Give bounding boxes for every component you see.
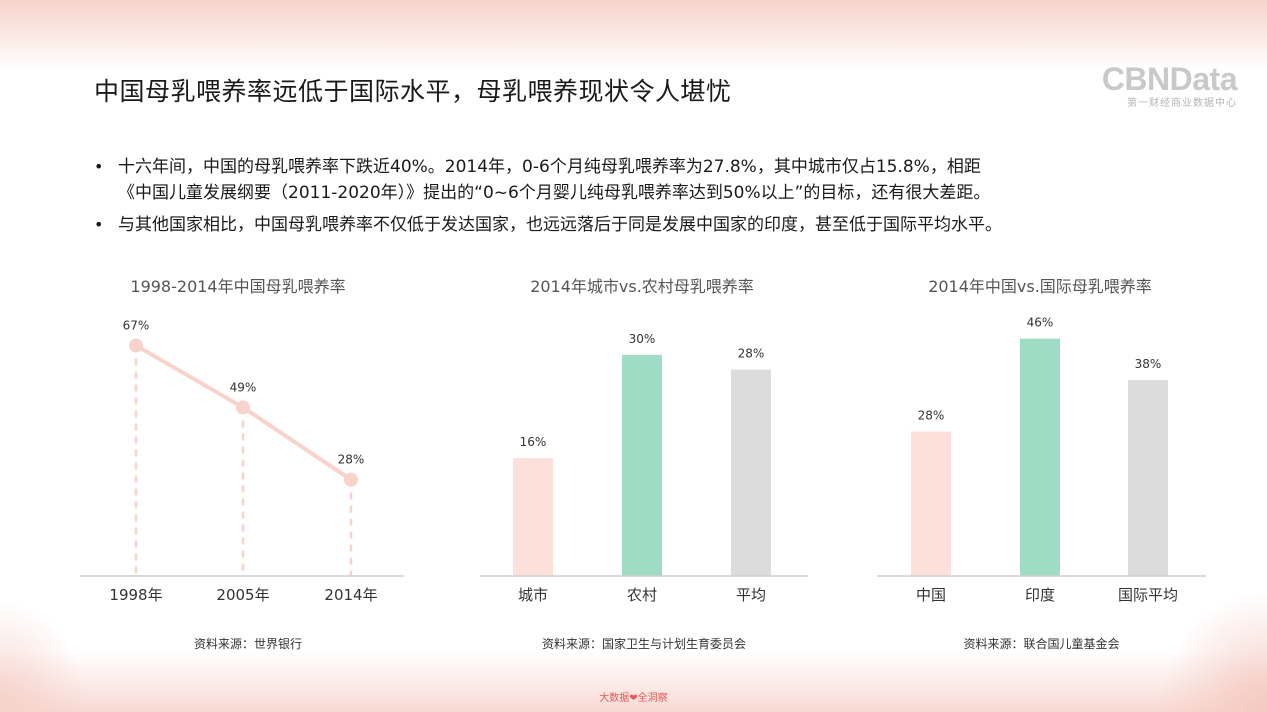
bar <box>1128 379 1168 576</box>
x-tick-label: 中国 <box>916 586 946 604</box>
bullet-text-line: 与其他国家相比，中国母乳喂养率不仅低于发达国家，也远远落后于同是发展中国家的印度… <box>118 215 1002 235</box>
bullet-dot-icon: • <box>94 157 104 176</box>
data-label: 46% <box>1027 316 1054 330</box>
corner-decoration-right <box>1157 590 1267 712</box>
footer-brand: 大数据❤全洞察 <box>599 693 668 704</box>
logo-wordmark: CBNData <box>1101 61 1238 97</box>
header-decoration <box>0 0 1267 70</box>
x-tick-label: 印度 <box>1025 586 1055 604</box>
chart-title: 2014年城市vs.农村母乳喂养率 <box>530 277 754 296</box>
x-tick-label: 平均 <box>736 586 766 604</box>
data-label: 67% <box>123 319 150 333</box>
bullet-item: • 十六年间，中国的母乳喂养率下跌近40%。2014年，0-6个月纯母乳喂养率为… <box>92 154 1242 206</box>
bullet-text-line: 十六年间，中国的母乳喂养率下跌近40%。2014年，0-6个月纯母乳喂养率为27… <box>118 157 981 177</box>
chart-source: 资料来源：世界银行 <box>194 637 302 651</box>
cbndata-logo: CBNData 第一财经商业数据中心 <box>1101 61 1238 109</box>
x-tick-label: 农村 <box>627 586 657 604</box>
chart-title: 2014年中国vs.国际母乳喂养率 <box>928 277 1152 296</box>
footer-decoration <box>0 652 1267 712</box>
summary-bullets: • 十六年间，中国的母乳喂养率下跌近40%。2014年，0-6个月纯母乳喂养率为… <box>92 154 1242 244</box>
bullet-text-line: 《中国儿童发展纲要（2011-2020年）》提出的“0~6个月婴儿纯母乳喂养率达… <box>118 183 991 203</box>
x-tick-label: 2014年 <box>324 586 377 604</box>
data-label: 30% <box>629 332 656 346</box>
x-tick-label: 城市 <box>518 586 548 604</box>
data-label: 28% <box>918 409 945 423</box>
data-label: 28% <box>338 453 365 467</box>
page-title: 中国母乳喂养率远低于国际水平，母乳喂养现状令人堪忧 <box>94 77 732 106</box>
chart-source: 资料来源：国家卫生与计划生育委员会 <box>542 636 746 651</box>
chart-title: 1998-2014年中国母乳喂养率 <box>130 277 345 296</box>
data-point <box>236 400 250 415</box>
x-tick-label: 2005年 <box>216 586 269 604</box>
data-label: 49% <box>230 380 257 394</box>
bar <box>513 458 553 576</box>
data-label: 16% <box>520 435 547 449</box>
x-tick-label: 1998年 <box>109 586 162 604</box>
bullet-item: • 与其他国家相比，中国母乳喂养率不仅低于发达国家，也远远落后于同是发展中国家的… <box>92 212 1242 238</box>
bar <box>911 431 951 576</box>
data-point <box>344 472 358 487</box>
x-tick-label: 国际平均 <box>1118 586 1178 604</box>
logo-tagline: 第一财经商业数据中心 <box>1127 98 1237 109</box>
data-label: 38% <box>1135 357 1162 371</box>
bar <box>1020 338 1060 576</box>
chart-source: 资料来源：联合国儿童基金会 <box>963 636 1119 651</box>
data-label: 28% <box>738 347 765 361</box>
bullet-dot-icon: • <box>94 215 104 234</box>
data-point <box>129 338 143 353</box>
bar <box>731 369 771 576</box>
corner-decoration-left <box>0 600 90 712</box>
bar <box>622 354 662 576</box>
